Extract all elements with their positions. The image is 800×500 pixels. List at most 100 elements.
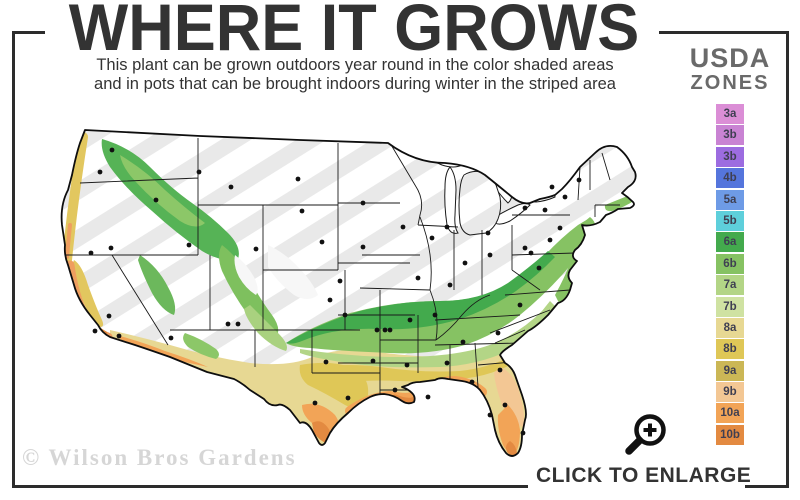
zone-chip-9a: 9a: [716, 360, 744, 381]
city-dots: [88, 147, 582, 436]
frame-right: [786, 31, 789, 488]
city-dot: [392, 387, 398, 393]
city-dot: [168, 335, 174, 341]
zone-chip-6a: 6a: [716, 232, 744, 253]
lake-erie: [494, 203, 531, 225]
zone8-central-valley: [72, 260, 104, 327]
legend-title: USDA ZONES: [668, 44, 792, 94]
city-dot: [186, 242, 192, 248]
striped-overwinter-area: [61, 130, 636, 456]
city-dot: [576, 177, 582, 183]
city-dot: [342, 312, 348, 318]
city-dot: [517, 302, 523, 308]
city-dot: [557, 225, 563, 231]
white-high-sierra: [234, 255, 258, 295]
white-high-rockies: [268, 245, 318, 299]
magnifier-plus-icon[interactable]: [618, 406, 676, 462]
city-dot: [462, 260, 468, 266]
city-dot: [295, 176, 301, 182]
city-dot: [502, 402, 508, 408]
state-borders: [66, 138, 620, 397]
city-dot: [522, 245, 528, 251]
city-dot: [360, 200, 366, 206]
frame-bottom-right: [745, 485, 789, 488]
city-dot: [153, 197, 159, 203]
zone-chip-6b: 6b: [716, 253, 744, 274]
city-dot: [345, 395, 351, 401]
zone-chip-10a: 10a: [716, 403, 744, 424]
west-green-inland: [120, 155, 205, 227]
city-dot: [109, 147, 115, 153]
city-dot: [432, 312, 438, 318]
city-dot: [415, 275, 421, 281]
zone10b-florida-tip: [506, 441, 517, 456]
zone-chip-3b: 3b: [716, 125, 744, 146]
city-dot: [370, 358, 376, 364]
zone6a-green-fringe: [286, 251, 555, 344]
city-dot: [382, 327, 388, 333]
us-zone-map[interactable]: [50, 105, 690, 475]
city-dot: [528, 250, 534, 256]
city-dot: [196, 169, 202, 175]
zone8b-texas-blob: [299, 362, 369, 408]
zone9b-florida: [494, 367, 524, 427]
city-dot: [542, 207, 548, 213]
city-dot: [97, 169, 103, 175]
west-green-sierra: [138, 255, 176, 315]
zone-chip-3a: 3a: [716, 104, 744, 124]
city-dot: [547, 237, 553, 243]
west-green-az-rim: [183, 333, 219, 359]
city-dot: [487, 252, 493, 258]
city-dot: [447, 282, 453, 288]
city-dot: [88, 250, 94, 256]
zone-legend: 3a 3b 3b 4b 5a 5b 6a 6b 7a 7b 8a 8b 9a 9…: [716, 104, 744, 446]
city-dot: [108, 245, 114, 251]
zone-chip-7b: 7b: [716, 296, 744, 317]
page-title: WHERE IT GROWS: [68, 0, 640, 65]
city-dot: [425, 394, 431, 400]
city-dot: [319, 239, 325, 245]
city-dot: [549, 184, 555, 190]
subtitle-line-2: and in pots that can be brought indoors …: [94, 75, 616, 93]
zone-chip-5b: 5b: [716, 210, 744, 231]
city-dot: [312, 400, 318, 406]
zone-chip-8b: 8b: [716, 339, 744, 360]
michigan-mitten: [458, 170, 502, 236]
zone10-texas-tip: [312, 421, 330, 443]
city-dot: [225, 321, 231, 327]
zone10a-florida: [497, 405, 520, 453]
city-dot: [253, 246, 259, 252]
zone-chip-9b: 9b: [716, 382, 744, 403]
city-dot: [404, 362, 410, 368]
city-dot: [337, 278, 343, 284]
city-dot: [429, 235, 435, 241]
city-dot: [444, 360, 450, 366]
city-dot: [228, 184, 234, 190]
city-dot: [323, 359, 329, 365]
us-outline: [60, 129, 637, 457]
zone8b-gold-band: [312, 313, 560, 387]
zone7a-fringe: [300, 301, 556, 368]
legend-title-zones: ZONES: [690, 72, 770, 94]
zone9-desert-sw: [116, 335, 208, 367]
city-dot: [106, 313, 112, 319]
zone-chip-5a: 5a: [716, 189, 744, 210]
city-dot: [374, 327, 380, 333]
city-dot: [497, 367, 503, 373]
zone7-cape-cod: [604, 196, 635, 212]
click-to-enlarge-label[interactable]: CLICK TO ENLARGE: [536, 464, 752, 487]
city-dot: [299, 208, 305, 214]
city-dot: [520, 430, 526, 436]
frame-left: [12, 31, 15, 488]
frame-top-left: [12, 31, 45, 34]
city-dot: [460, 339, 466, 345]
city-dot: [327, 297, 333, 303]
zone-chip-3b-2: 3b: [716, 146, 744, 167]
watermark: © Wilson Bros Gardens: [22, 445, 297, 470]
city-dot: [387, 327, 393, 333]
city-dot: [485, 230, 491, 236]
frame-top-right: [659, 31, 789, 34]
city-dot: [360, 244, 366, 250]
zone-chip-7a: 7a: [716, 275, 744, 296]
